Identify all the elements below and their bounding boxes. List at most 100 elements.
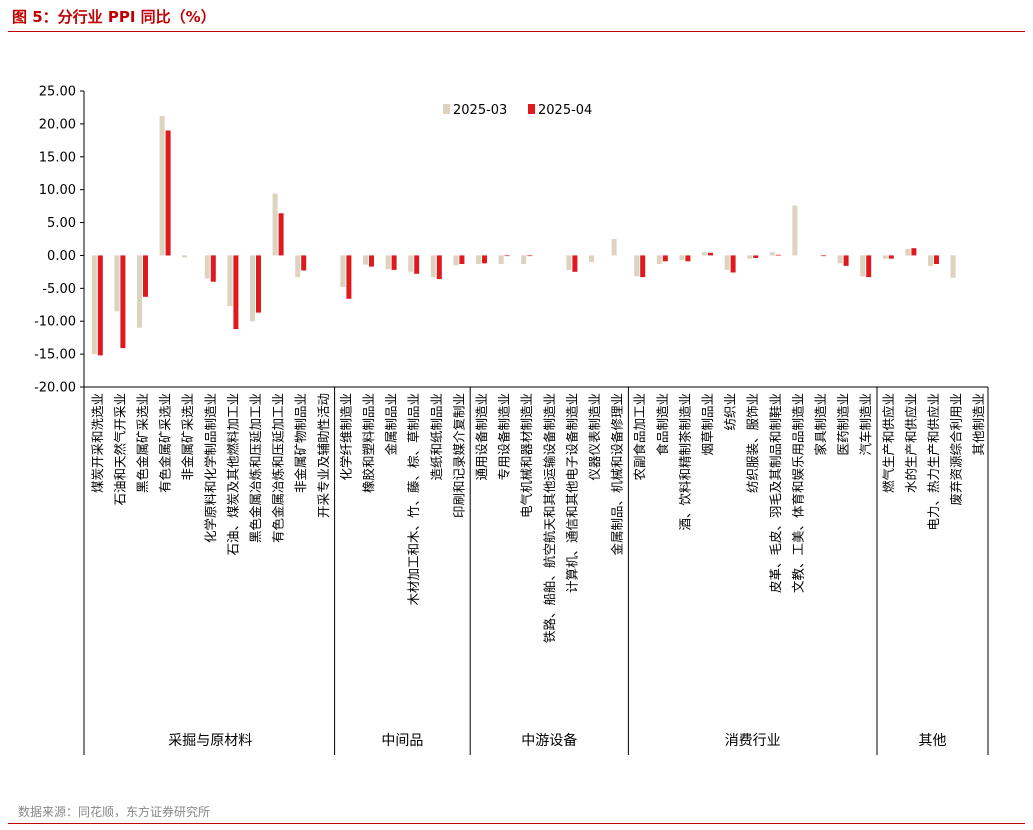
bar-2025-03-6 xyxy=(227,255,233,306)
source-note: 数据来源：同花顺，东方证券研究所 xyxy=(18,805,211,819)
bar-2025-03-34 xyxy=(860,255,866,277)
bar-2025-04-25 xyxy=(662,255,668,262)
bar-2025-04-37 xyxy=(934,255,939,264)
category-label-25: 食品制造业 xyxy=(655,393,670,456)
bar-2025-04-17 xyxy=(482,255,487,264)
y-tick-label: -10.00 xyxy=(34,315,76,330)
bar-2025-04-3 xyxy=(165,130,171,256)
bar-2025-03-17 xyxy=(476,255,481,264)
category-label-14: 木材加工和木、竹、藤、棕、草制品业 xyxy=(406,393,421,606)
bar-2025-03-14 xyxy=(408,255,414,272)
bar-2025-04-13 xyxy=(391,255,397,270)
legend-label-1: 2025-04 xyxy=(538,103,592,118)
bar-2025-03-26 xyxy=(679,255,685,260)
legend-swatch-1 xyxy=(528,104,535,114)
bar-2025-04-36 xyxy=(911,248,917,256)
category-label-0: 煤炭开采和洗选业 xyxy=(90,393,105,493)
bar-chart: 25.00 20.00 15.00 10.00 5.00 0.00 -5.00 -10.00 -… xyxy=(34,85,989,755)
labels-layer: 25.00 20.00 15.00 10.00 5.00 0.00 -5.00 -10.00 -… xyxy=(34,85,986,750)
bar-2025-04-0 xyxy=(97,255,103,356)
y-tick-label: 15.00 xyxy=(39,150,76,165)
bar-2025-04-28 xyxy=(730,255,736,273)
bar-2025-03-18 xyxy=(498,255,504,264)
axes-layer xyxy=(80,90,989,755)
bar-2025-04-33 xyxy=(843,255,849,266)
bar-2025-03-23 xyxy=(611,239,617,256)
category-label-2: 黑色金属矿采选业 xyxy=(135,393,150,493)
bar-2025-03-16 xyxy=(453,255,459,266)
bar-2025-03-31 xyxy=(792,205,798,256)
category-label-1: 石油和天然气开采业 xyxy=(112,393,127,506)
bar-2025-03-29 xyxy=(747,255,753,259)
category-label-15: 造纸和纸制品业 xyxy=(429,393,444,481)
y-tick-label: -15.00 xyxy=(34,348,76,363)
group-label-0: 采掘与原材料 xyxy=(168,733,252,749)
category-label-3: 有色金属矿采选业 xyxy=(158,393,173,493)
y-tick-label: 25.00 xyxy=(39,85,76,100)
bar-2025-04-9 xyxy=(301,255,307,271)
bar-2025-03-25 xyxy=(656,255,662,264)
bar-2025-03-0 xyxy=(91,255,97,355)
category-label-19: 电气机械和器材制造业 xyxy=(519,393,534,518)
y-tick-label: 20.00 xyxy=(39,117,76,132)
bar-2025-03-8 xyxy=(272,193,278,256)
category-label-8: 有色金属冶炼和压延加工业 xyxy=(271,393,286,543)
bar-2025-04-27 xyxy=(708,252,713,256)
legend-label-0: 2025-03 xyxy=(453,103,507,118)
category-label-28: 纺织业 xyxy=(723,393,738,431)
bar-2025-03-3 xyxy=(159,116,165,256)
category-label-24: 农副食品加工业 xyxy=(632,393,647,481)
category-label-10: 开采专业及辅助性活动 xyxy=(316,393,331,518)
category-label-12: 橡胶和塑料制品业 xyxy=(361,393,376,493)
bar-2025-04-34 xyxy=(866,255,872,278)
title-rule xyxy=(8,31,1025,32)
bar-2025-04-12 xyxy=(369,255,374,267)
group-label-1: 中间品 xyxy=(381,733,423,749)
category-label-29: 纺织服装、服饰业 xyxy=(745,393,760,493)
category-label-36: 水的生产和供应业 xyxy=(903,393,918,493)
bar-2025-03-19 xyxy=(521,255,527,264)
category-label-39: 其他制造业 xyxy=(971,393,986,456)
bar-2025-03-36 xyxy=(905,248,911,256)
bar-2025-03-1 xyxy=(114,255,120,312)
bar-2025-03-5 xyxy=(204,255,210,279)
bar-2025-04-5 xyxy=(210,255,216,282)
bars-layer xyxy=(91,116,956,356)
category-label-18: 专用设备制造业 xyxy=(497,393,512,481)
bar-2025-04-30 xyxy=(775,254,781,256)
category-label-35: 燃气生产和供应业 xyxy=(881,393,896,493)
bar-2025-03-24 xyxy=(634,255,640,277)
y-tick-label: 0.00 xyxy=(47,249,76,264)
y-tick-label: -5.00 xyxy=(42,282,76,297)
category-label-5: 化学原料和化学制品制造业 xyxy=(203,393,218,543)
category-label-33: 医药制造业 xyxy=(836,393,851,456)
chart-title: 图 5：分行业 PPI 同比（%） xyxy=(12,8,216,26)
bar-2025-04-6 xyxy=(233,255,239,330)
bar-2025-04-21 xyxy=(572,255,578,272)
footer-rule xyxy=(8,823,1025,824)
bar-2025-03-4 xyxy=(182,255,188,258)
category-label-20: 铁路、船舶、航空航天和其他运输设备制造业 xyxy=(542,393,557,643)
category-label-34: 汽车制造业 xyxy=(858,393,873,456)
bar-2025-03-22 xyxy=(589,255,594,262)
bar-2025-03-2 xyxy=(137,255,142,328)
bar-2025-04-18 xyxy=(504,255,510,257)
y-tick-label: 5.00 xyxy=(47,216,76,231)
bar-2025-03-9 xyxy=(295,255,301,278)
group-label-2: 中游设备 xyxy=(521,732,577,749)
bar-2025-04-32 xyxy=(821,255,826,257)
bar-2025-04-29 xyxy=(753,255,759,258)
bar-2025-03-27 xyxy=(702,252,707,256)
bar-2025-04-24 xyxy=(640,255,646,278)
bar-2025-04-8 xyxy=(278,213,284,256)
category-label-23: 金属制品、机械和设备修理业 xyxy=(610,393,625,556)
category-label-13: 金属制品业 xyxy=(384,393,399,456)
bar-2025-04-35 xyxy=(888,255,894,259)
category-label-21: 计算机、通信和其他电子设备制造业 xyxy=(564,393,579,593)
category-label-38: 废弃资源综合利用业 xyxy=(949,393,964,506)
bar-2025-04-1 xyxy=(120,255,126,349)
bar-2025-03-7 xyxy=(250,255,255,322)
bar-2025-03-28 xyxy=(724,255,730,270)
legend-swatch-0 xyxy=(443,104,450,114)
category-label-22: 仪器仪表制造业 xyxy=(587,393,602,481)
